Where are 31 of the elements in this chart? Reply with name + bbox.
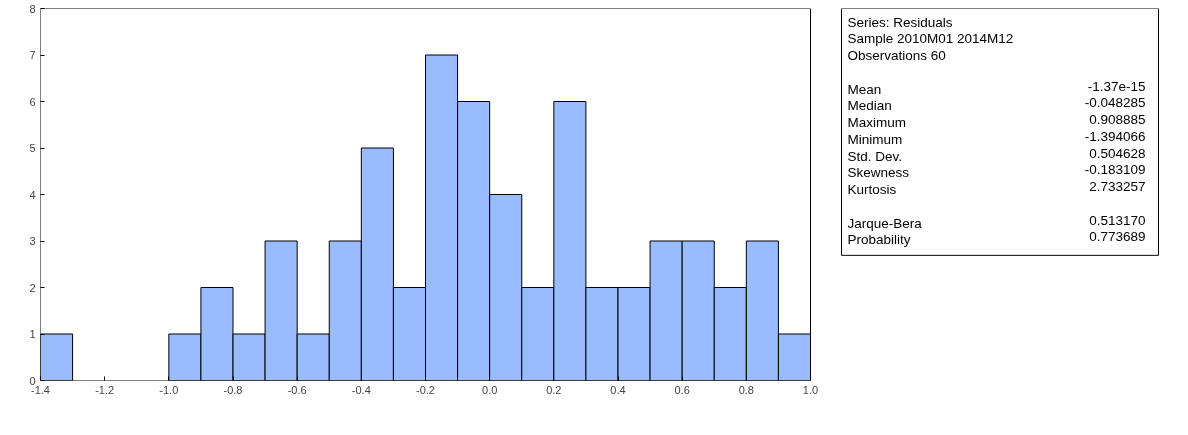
x-tick-label: 0.6 <box>674 383 690 396</box>
x-tick-label: -0.6 <box>287 383 307 396</box>
x-tick-label: -1.0 <box>159 383 179 396</box>
y-tick-label: 5 <box>29 142 36 154</box>
x-tick-label: -0.2 <box>416 383 435 396</box>
text: Sample 2010M01 2014M12 <box>847 31 1014 47</box>
text: Mean -1.37e-15 <box>847 78 1146 97</box>
text: Observations 60 <box>847 48 946 64</box>
x-tick-label: 0.2 <box>546 383 562 396</box>
text: Median -0.048285 <box>847 95 1146 114</box>
x-tick-label: -0.4 <box>351 383 371 396</box>
y-tick-label: 3 <box>29 235 36 247</box>
x-tick-label: 1.0 <box>802 383 819 396</box>
x-tick-label: -0.8 <box>223 383 243 396</box>
y-tick-label: 8 <box>29 2 36 15</box>
y-tick-label: 2 <box>29 281 36 294</box>
text: Kurtosis 2.733257 <box>847 179 1146 198</box>
y-tick-label: 6 <box>29 95 36 108</box>
text: Minimum -1.394066 <box>847 128 1146 147</box>
x-tick-label: -1.2 <box>95 383 115 396</box>
text: Skewness -0.183109 <box>847 162 1146 181</box>
x-tick-label: 0.4 <box>610 383 626 396</box>
text: Series: Residuals <box>847 14 953 30</box>
text: Maximum 0.908885 <box>847 112 1146 131</box>
y-tick-label: 4 <box>29 188 36 201</box>
y-tick-label: 7 <box>29 49 36 61</box>
x-tick-label: 0.8 <box>738 383 754 396</box>
text: Jarque-Bera 0.513170 <box>847 212 1146 231</box>
x-tick-label: 0.0 <box>482 383 498 396</box>
text: Std. Dev. 0.504628 <box>847 145 1146 164</box>
y-tick-label: 1 <box>29 328 36 340</box>
